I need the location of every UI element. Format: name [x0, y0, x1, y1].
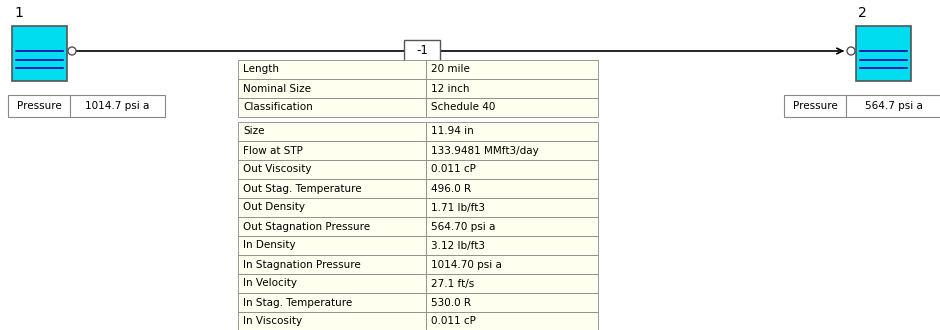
FancyBboxPatch shape — [238, 60, 426, 79]
Text: 496.0 R: 496.0 R — [431, 183, 471, 193]
Text: 20 mile: 20 mile — [431, 64, 470, 75]
Text: In Density: In Density — [243, 241, 295, 250]
Text: 27.1 ft/s: 27.1 ft/s — [431, 279, 475, 288]
FancyBboxPatch shape — [426, 198, 598, 217]
Text: Schedule 40: Schedule 40 — [431, 103, 495, 113]
FancyBboxPatch shape — [238, 141, 426, 160]
Text: 1014.70 psi a: 1014.70 psi a — [431, 259, 502, 270]
FancyBboxPatch shape — [12, 26, 67, 81]
Circle shape — [68, 47, 76, 55]
Text: Length: Length — [243, 64, 279, 75]
FancyBboxPatch shape — [238, 198, 426, 217]
FancyBboxPatch shape — [426, 122, 598, 141]
FancyBboxPatch shape — [238, 122, 426, 141]
FancyBboxPatch shape — [238, 255, 426, 274]
Text: Pressure: Pressure — [17, 101, 61, 111]
Text: 0.011 cP: 0.011 cP — [431, 316, 476, 326]
FancyBboxPatch shape — [426, 274, 598, 293]
FancyBboxPatch shape — [238, 160, 426, 179]
FancyBboxPatch shape — [426, 217, 598, 236]
Text: 133.9481 MMft3/day: 133.9481 MMft3/day — [431, 146, 539, 155]
Text: 530.0 R: 530.0 R — [431, 298, 471, 308]
Text: Out Density: Out Density — [243, 203, 305, 213]
FancyBboxPatch shape — [426, 293, 598, 312]
FancyBboxPatch shape — [8, 95, 70, 117]
FancyBboxPatch shape — [404, 40, 440, 62]
FancyBboxPatch shape — [238, 236, 426, 255]
Text: 1.71 lb/ft3: 1.71 lb/ft3 — [431, 203, 485, 213]
FancyBboxPatch shape — [70, 95, 165, 117]
FancyBboxPatch shape — [238, 217, 426, 236]
FancyBboxPatch shape — [426, 98, 598, 117]
FancyBboxPatch shape — [426, 255, 598, 274]
Text: Flow at STP: Flow at STP — [243, 146, 303, 155]
Text: 3.12 lb/ft3: 3.12 lb/ft3 — [431, 241, 485, 250]
FancyBboxPatch shape — [238, 293, 426, 312]
FancyBboxPatch shape — [846, 95, 940, 117]
FancyBboxPatch shape — [238, 312, 426, 330]
Text: Nominal Size: Nominal Size — [243, 83, 311, 93]
Text: In Stag. Temperature: In Stag. Temperature — [243, 298, 352, 308]
FancyBboxPatch shape — [426, 160, 598, 179]
FancyBboxPatch shape — [238, 98, 426, 117]
Text: Out Viscosity: Out Viscosity — [243, 164, 311, 175]
Text: Classification: Classification — [243, 103, 313, 113]
Text: 564.7 psi a: 564.7 psi a — [865, 101, 922, 111]
FancyBboxPatch shape — [856, 26, 911, 81]
Text: Size: Size — [243, 126, 264, 137]
Text: 11.94 in: 11.94 in — [431, 126, 474, 137]
FancyBboxPatch shape — [426, 60, 598, 79]
Text: 1: 1 — [14, 6, 23, 20]
Text: In Stagnation Pressure: In Stagnation Pressure — [243, 259, 361, 270]
FancyBboxPatch shape — [426, 179, 598, 198]
FancyBboxPatch shape — [426, 236, 598, 255]
Text: Out Stag. Temperature: Out Stag. Temperature — [243, 183, 362, 193]
FancyBboxPatch shape — [426, 141, 598, 160]
Text: 12 inch: 12 inch — [431, 83, 469, 93]
Circle shape — [847, 47, 855, 55]
FancyBboxPatch shape — [784, 95, 846, 117]
Text: In Viscosity: In Viscosity — [243, 316, 302, 326]
Text: Pressure: Pressure — [792, 101, 838, 111]
FancyBboxPatch shape — [238, 79, 426, 98]
FancyBboxPatch shape — [426, 312, 598, 330]
Text: 1014.7 psi a: 1014.7 psi a — [86, 101, 149, 111]
Text: -1: -1 — [416, 45, 428, 57]
Text: 564.70 psi a: 564.70 psi a — [431, 221, 495, 232]
FancyBboxPatch shape — [238, 179, 426, 198]
Text: 0.011 cP: 0.011 cP — [431, 164, 476, 175]
Text: 2: 2 — [858, 6, 867, 20]
Text: In Velocity: In Velocity — [243, 279, 297, 288]
Text: Out Stagnation Pressure: Out Stagnation Pressure — [243, 221, 370, 232]
FancyBboxPatch shape — [426, 79, 598, 98]
FancyBboxPatch shape — [238, 274, 426, 293]
